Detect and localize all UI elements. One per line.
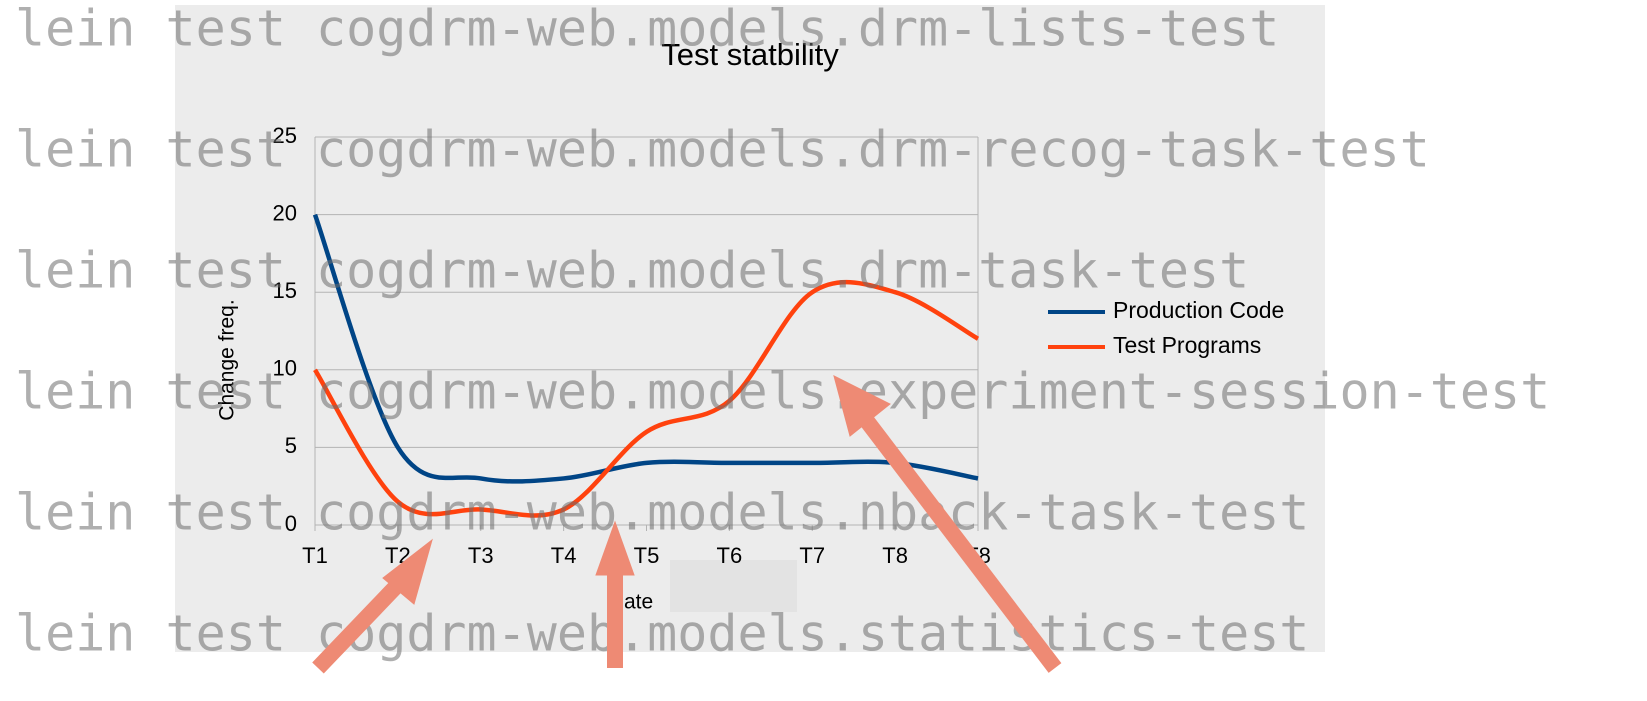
terminal-line: lein test cogdrm-web.models.drm-recog-ta…: [15, 121, 1430, 179]
series-line: [313, 279, 980, 518]
chart-title: Test statbility: [661, 37, 839, 72]
y-tick-label: 10: [273, 356, 297, 381]
terminal-line: lein test cogdrm-web.models.experiment-s…: [15, 363, 1550, 421]
x-tick-label: T4: [551, 543, 577, 568]
y-tick-label: 15: [273, 278, 297, 303]
arrow-head: [833, 375, 891, 437]
terminal-line: lein test cogdrm-web.models.statistics-t…: [15, 605, 1309, 663]
arrow-shaft: [853, 407, 1062, 673]
arrow-head: [595, 520, 635, 576]
x-tick-label: T1: [302, 543, 328, 568]
legend-label: Test Programs: [1113, 332, 1261, 358]
arrows: [312, 375, 1062, 674]
y-tick-label: 20: [273, 200, 297, 225]
terminal-line: lein test cogdrm-web.models.drm-lists-te…: [15, 0, 1279, 58]
panel-patch: [670, 560, 797, 612]
x-tick-label: T8: [882, 543, 908, 568]
x-tick-label: T5: [634, 543, 660, 568]
arrow-head: [382, 538, 433, 605]
x-tick-label: T7: [799, 543, 825, 568]
y-tick-label: 5: [285, 433, 297, 458]
series-line: [312, 213, 979, 484]
chart-background: [175, 5, 1325, 652]
terminal-text: lein test cogdrm-web.models.drm-lists-te…: [15, 0, 1550, 663]
legend-label: Production Code: [1113, 297, 1284, 323]
arrow-shaft: [312, 568, 414, 674]
terminal-line: lein test cogdrm-web.models.nback-task-t…: [15, 484, 1309, 542]
x-tick-label: T3: [468, 543, 494, 568]
x-tick-label: T6: [717, 543, 743, 568]
y-tick-label: 25: [273, 123, 297, 148]
y-tick-label: 0: [285, 511, 297, 536]
y-axis-label: Change freq.: [216, 299, 239, 420]
terminal-line: lein test cogdrm-web.models.drm-task-tes…: [15, 242, 1249, 300]
